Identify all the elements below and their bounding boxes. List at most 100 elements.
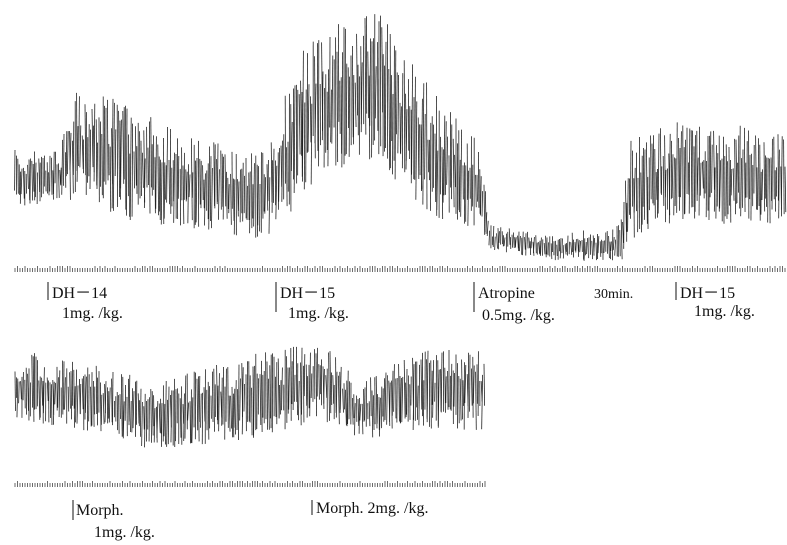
trace-stroke [133, 151, 135, 189]
trace-stroke [528, 237, 531, 249]
trace-stroke [381, 27, 383, 113]
trace-stroke [191, 138, 193, 221]
trace-stroke [91, 108, 94, 168]
trace-stroke [153, 408, 156, 443]
trace-stroke [719, 160, 721, 209]
trace-stroke [204, 173, 206, 226]
trace-stroke [430, 360, 432, 429]
trace-stroke [293, 85, 296, 194]
trace-stroke [170, 390, 173, 443]
trace-stroke [483, 184, 486, 235]
trace-stroke [212, 371, 214, 422]
trace-stroke [249, 171, 251, 234]
trace-stroke [261, 360, 263, 433]
trace-stroke [51, 157, 53, 195]
trace-stroke [514, 237, 517, 247]
trace-stroke [168, 160, 170, 205]
trace-stroke [383, 378, 385, 422]
trace-stroke [345, 63, 348, 155]
trace-stroke [266, 361, 269, 430]
trace-stroke [227, 177, 229, 210]
trace-stroke [242, 162, 244, 222]
trace-stroke [481, 374, 483, 430]
trace-stroke [696, 157, 699, 195]
trace-stroke [90, 386, 92, 427]
trace-stroke [163, 162, 166, 219]
trace-stroke [646, 142, 648, 224]
trace-stroke [72, 140, 74, 194]
trace-stroke [650, 135, 652, 200]
trace-stroke [352, 45, 354, 138]
trace-stroke [31, 160, 34, 201]
trace-stroke [664, 135, 666, 223]
trace-stroke [400, 378, 402, 423]
trace-stroke [420, 359, 423, 410]
trace-stroke [220, 150, 222, 210]
trace-stroke [713, 130, 715, 190]
trace-stroke [34, 162, 37, 198]
trace-stroke [160, 162, 163, 225]
marker-dose: 1mg. /kg. [288, 305, 349, 322]
trace-top [14, 14, 787, 261]
trace-stroke [310, 103, 313, 185]
trace-stroke [93, 380, 95, 427]
trace-stroke [740, 158, 742, 217]
trace-stroke [253, 365, 255, 436]
trace-stroke [612, 237, 615, 251]
trace-stroke [278, 147, 280, 202]
trace-stroke [709, 131, 712, 198]
trace-stroke [189, 401, 191, 444]
trace-stroke [58, 163, 60, 198]
trace-stroke [111, 98, 114, 209]
trace-stroke [290, 121, 293, 172]
trace-stroke [684, 139, 686, 214]
marker-label: Morph. 2mg. /kg. [316, 500, 428, 517]
trace-stroke [109, 146, 112, 212]
trace-stroke [480, 176, 482, 216]
trace-stroke [459, 378, 462, 421]
trace-stroke [93, 103, 96, 182]
trace-stroke [187, 402, 189, 421]
marker-label: DH－15 [280, 285, 335, 302]
trace-stroke [266, 164, 269, 211]
trace-stroke [95, 119, 98, 186]
trace-stroke [527, 231, 529, 249]
trace-stroke [96, 142, 98, 189]
trace-stroke [140, 388, 142, 437]
trace-stroke [107, 99, 109, 181]
trace-stroke [673, 157, 675, 216]
trace-stroke [310, 373, 313, 399]
trace-stroke [680, 131, 682, 198]
trace-stroke [767, 157, 769, 223]
trace-stroke [303, 102, 306, 190]
trace-stroke [272, 148, 275, 203]
trace-stroke [315, 353, 318, 417]
trace-stroke [690, 130, 693, 208]
trace-stroke [519, 235, 521, 252]
trace-stroke [411, 64, 413, 175]
trace-stroke [755, 135, 757, 210]
trace-stroke [23, 167, 25, 199]
trace-stroke [53, 151, 55, 194]
trace-stroke [281, 140, 283, 202]
trace-stroke [736, 162, 738, 204]
trace-stroke [369, 38, 371, 126]
trace-stroke [325, 375, 328, 398]
trace-stroke [95, 365, 98, 415]
trace-stroke [120, 119, 122, 200]
trace-stroke [437, 369, 440, 426]
trace-stroke [389, 382, 391, 422]
trace-stroke [43, 367, 45, 414]
trace-stroke [129, 117, 132, 221]
trace-stroke [233, 179, 236, 235]
trace-stroke [323, 369, 325, 404]
trace-stroke [224, 154, 227, 207]
trace-stroke [218, 373, 220, 432]
trace-stroke [453, 373, 455, 407]
trace-stroke [651, 143, 654, 204]
trace-stroke [179, 398, 182, 438]
trace-stroke [156, 400, 159, 438]
trace-stroke [664, 169, 667, 198]
trace-stroke [713, 167, 716, 212]
trace-stroke [418, 364, 420, 426]
